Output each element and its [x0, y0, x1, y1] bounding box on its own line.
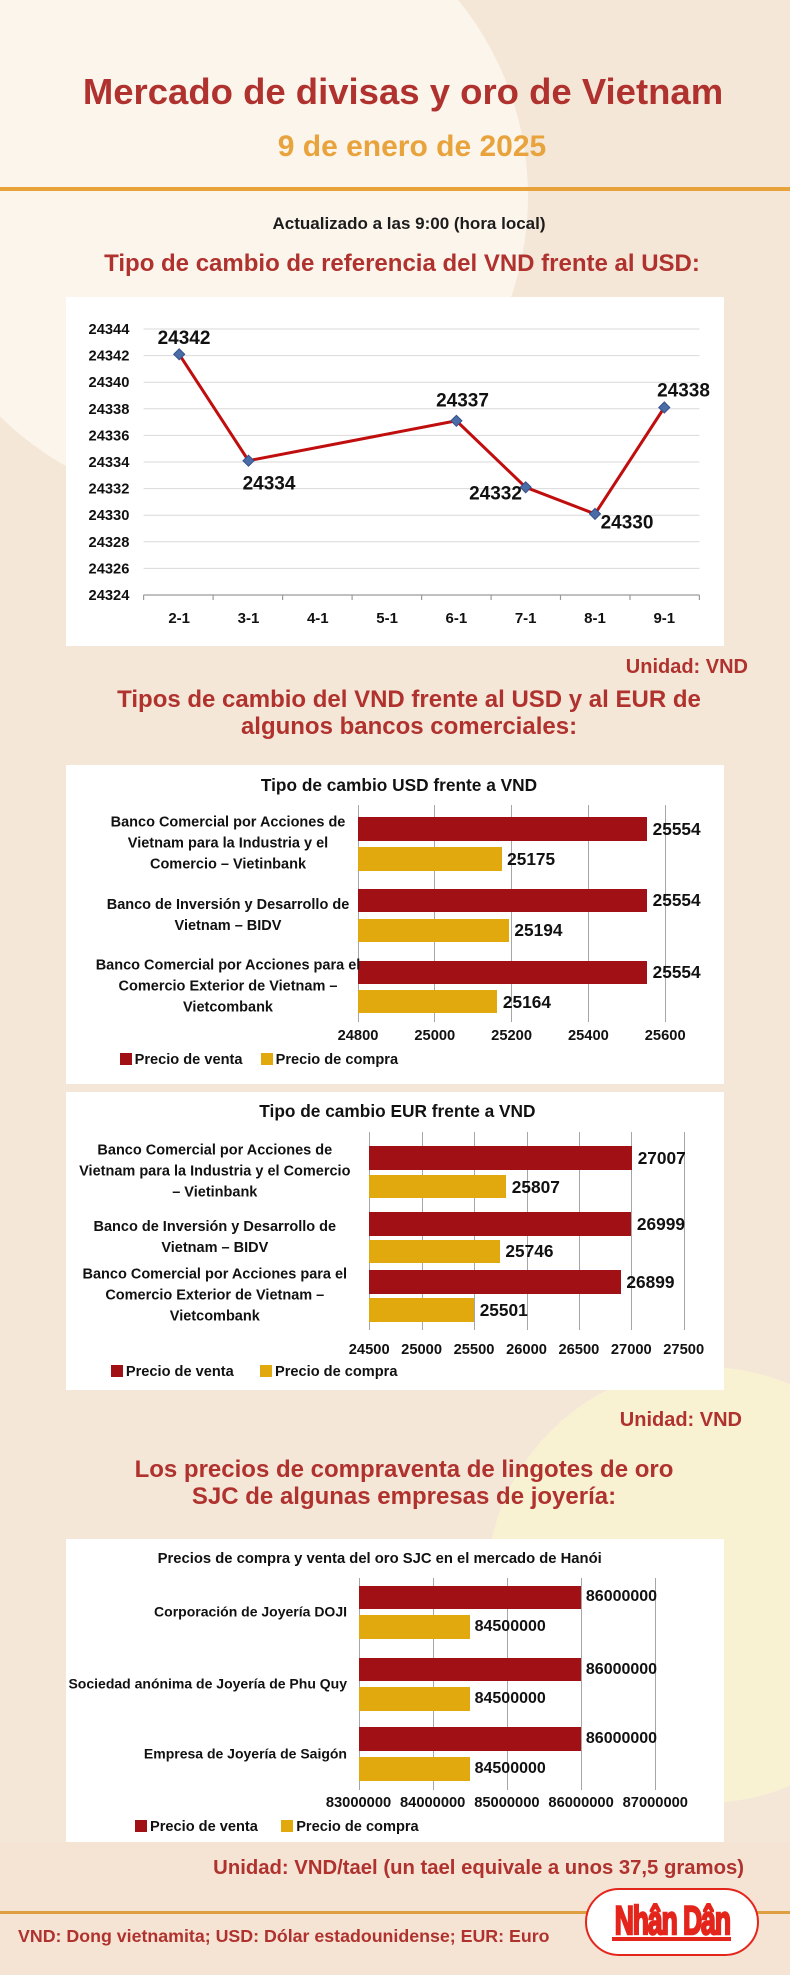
- svg-text:24328: 24328: [89, 535, 130, 551]
- svg-text:8-1: 8-1: [584, 610, 606, 627]
- svg-text:24330: 24330: [89, 508, 130, 524]
- svg-text:24342: 24342: [158, 328, 211, 349]
- svg-text:24330: 24330: [601, 513, 654, 534]
- svg-text:3-1: 3-1: [238, 610, 260, 627]
- svg-text:24338: 24338: [89, 402, 130, 418]
- svg-text:2-1: 2-1: [168, 610, 190, 627]
- svg-text:9-1: 9-1: [653, 610, 675, 627]
- svg-text:24336: 24336: [89, 428, 130, 444]
- svg-text:24337: 24337: [436, 391, 489, 412]
- svg-text:6-1: 6-1: [446, 610, 468, 627]
- svg-text:24332: 24332: [469, 484, 522, 505]
- svg-text:5-1: 5-1: [376, 610, 398, 627]
- svg-text:4-1: 4-1: [307, 610, 329, 627]
- svg-text:7-1: 7-1: [515, 610, 537, 627]
- svg-text:24344: 24344: [89, 322, 131, 338]
- svg-text:24326: 24326: [89, 561, 130, 577]
- svg-text:24334: 24334: [243, 474, 296, 495]
- svg-text:24340: 24340: [89, 375, 130, 391]
- svg-text:24334: 24334: [89, 455, 131, 471]
- svg-text:24324: 24324: [89, 588, 131, 604]
- svg-text:24338: 24338: [657, 381, 710, 402]
- svg-text:24332: 24332: [89, 482, 130, 498]
- svg-text:24342: 24342: [89, 349, 130, 365]
